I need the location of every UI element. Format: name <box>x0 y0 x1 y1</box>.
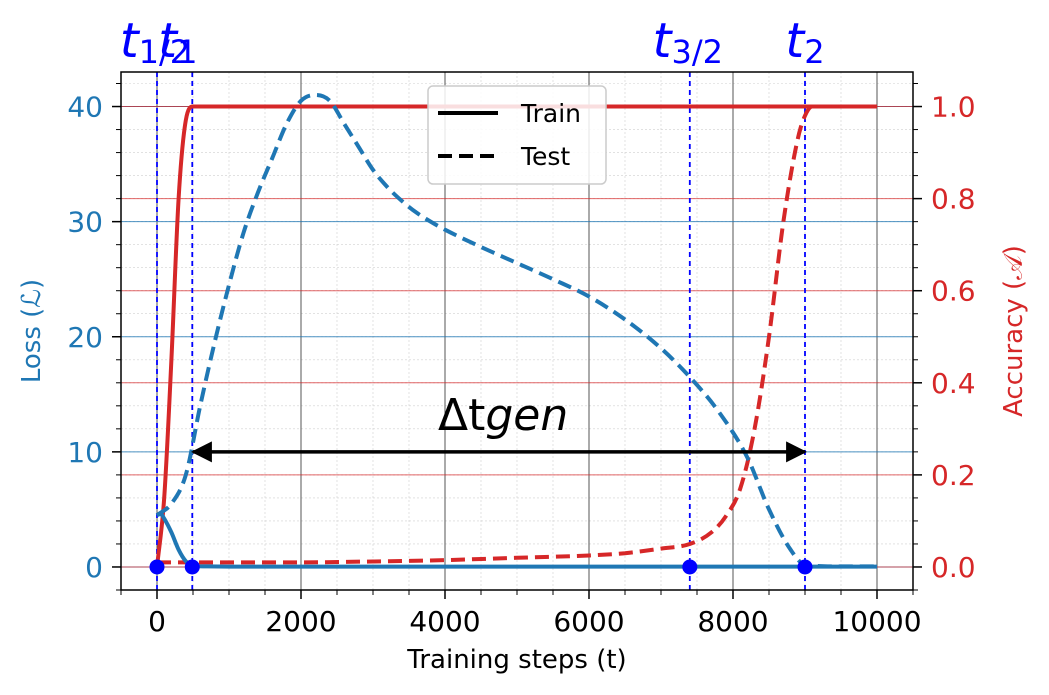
left-tick-label: 0 <box>85 551 103 584</box>
x-tick-label: 2000 <box>265 605 336 638</box>
marker-label-subscript: 1/2 <box>139 33 191 71</box>
marker-label-subscript: 3/2 <box>671 33 723 71</box>
right-tick-label: 0.2 <box>931 459 976 492</box>
marker-point-2 <box>682 559 698 575</box>
x-tick-label: 6000 <box>553 605 624 638</box>
x-tick-label: 0 <box>148 605 166 638</box>
left-tick-label: 20 <box>67 321 103 354</box>
marker-label-subscript: 2 <box>804 33 824 71</box>
accuracy-test-line <box>157 104 877 565</box>
x-tick-label: 10000 <box>832 605 921 638</box>
marker-point-0 <box>149 559 165 575</box>
legend-train-label: Train <box>520 99 581 128</box>
loss-train-line <box>156 512 877 569</box>
series-lines <box>155 93 877 569</box>
x-axis-ticks: 0 2000 4000 6000 8000 10000 <box>120 590 922 638</box>
right-axis-title: Accuracy (𝒜) <box>999 245 1029 417</box>
gen-gap-subscript: gen <box>485 390 568 441</box>
left-axis-ticks: 0 10 20 30 40 <box>67 83 121 591</box>
right-tick-label: 0.0 <box>931 551 976 584</box>
marker-point-1 <box>184 559 200 575</box>
x-axis-title: Training steps (t) <box>406 645 626 675</box>
x-tick-label: 4000 <box>409 605 480 638</box>
marker-label-1: t1 <box>158 13 197 71</box>
left-tick-label: 10 <box>67 436 103 469</box>
legend: Train Test <box>427 85 607 185</box>
legend-test-label: Test <box>520 142 570 171</box>
right-tick-label: 0.4 <box>931 367 976 400</box>
right-tick-label: 1.0 <box>931 91 976 124</box>
marker-point-3 <box>797 559 813 575</box>
gen-gap-label: Δtgen <box>438 390 568 441</box>
accuracy-train-line <box>155 104 877 568</box>
loss-test-line <box>155 93 877 569</box>
left-tick-label: 40 <box>67 91 103 124</box>
x-tick-label: 8000 <box>697 605 768 638</box>
marker-label-3: t2 <box>785 13 824 71</box>
gen-gap-annotation: Δtgen <box>190 390 808 463</box>
marker-labels: t1/2t1 t3/2 t2 <box>120 13 825 71</box>
right-tick-label: 0.8 <box>931 183 976 216</box>
marker-points <box>149 559 813 575</box>
right-tick-label: 0.6 <box>931 275 976 308</box>
left-axis-title: Loss (ℒ) <box>17 279 47 383</box>
legend-box <box>427 85 607 185</box>
marker-label-2: t3/2 <box>653 13 723 71</box>
marker-label-subscript: 1 <box>177 33 197 71</box>
left-tick-label: 30 <box>67 206 103 239</box>
right-axis-ticks: 0.0 0.2 0.4 0.6 0.8 1.0 <box>913 83 976 591</box>
